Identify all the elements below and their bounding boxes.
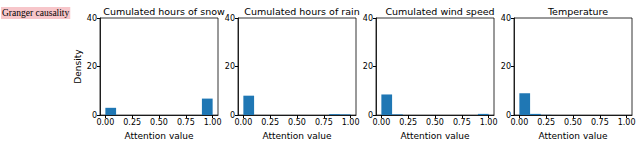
svg-text:Cumulated hours of snow: Cumulated hours of snow [103, 6, 225, 17]
svg-text:0.75: 0.75 [591, 118, 609, 127]
svg-text:0: 0 [91, 110, 97, 120]
svg-text:Granger causality: Granger causality [2, 8, 70, 18]
svg-text:0.25: 0.25 [537, 118, 555, 127]
svg-text:Attention value: Attention value [539, 131, 608, 141]
svg-text:20: 20 [87, 62, 97, 71]
svg-text:0.50: 0.50 [150, 118, 168, 127]
svg-text:20: 20 [501, 62, 511, 71]
svg-text:20: 20 [363, 62, 373, 71]
svg-text:Attention value: Attention value [125, 131, 194, 141]
svg-text:0.25: 0.25 [399, 118, 417, 127]
svg-text:Cumulated hours of rain: Cumulated hours of rain [244, 6, 359, 17]
svg-text:0.25: 0.25 [123, 118, 141, 127]
svg-text:20: 20 [225, 62, 235, 71]
svg-text:1.00: 1.00 [342, 118, 360, 127]
svg-text:1.00: 1.00 [480, 118, 498, 127]
svg-text:0.75: 0.75 [315, 118, 333, 127]
svg-text:40: 40 [87, 14, 97, 23]
svg-text:0.00: 0.00 [234, 118, 252, 127]
svg-text:0.75: 0.75 [177, 118, 195, 127]
svg-text:40: 40 [501, 14, 511, 23]
svg-text:0.50: 0.50 [426, 118, 444, 127]
svg-text:0: 0 [505, 110, 511, 120]
svg-text:Density: Density [73, 49, 83, 84]
svg-text:0: 0 [229, 110, 235, 120]
svg-text:0.75: 0.75 [453, 118, 471, 127]
svg-text:40: 40 [363, 14, 373, 23]
svg-text:0.00: 0.00 [372, 118, 390, 127]
svg-text:Attention value: Attention value [401, 131, 470, 141]
svg-text:Attention value: Attention value [263, 131, 332, 141]
svg-text:0.00: 0.00 [96, 118, 114, 127]
svg-text:0: 0 [367, 110, 373, 120]
svg-text:Cumulated wind speed: Cumulated wind speed [385, 6, 494, 17]
svg-text:1.00: 1.00 [618, 118, 636, 127]
svg-text:0.50: 0.50 [564, 118, 582, 127]
svg-text:1.00: 1.00 [204, 118, 222, 127]
svg-text:Temperature: Temperature [547, 6, 608, 17]
svg-text:0.00: 0.00 [510, 118, 528, 127]
svg-text:0.50: 0.50 [288, 118, 306, 127]
svg-text:40: 40 [225, 14, 235, 23]
svg-text:0.25: 0.25 [261, 118, 279, 127]
